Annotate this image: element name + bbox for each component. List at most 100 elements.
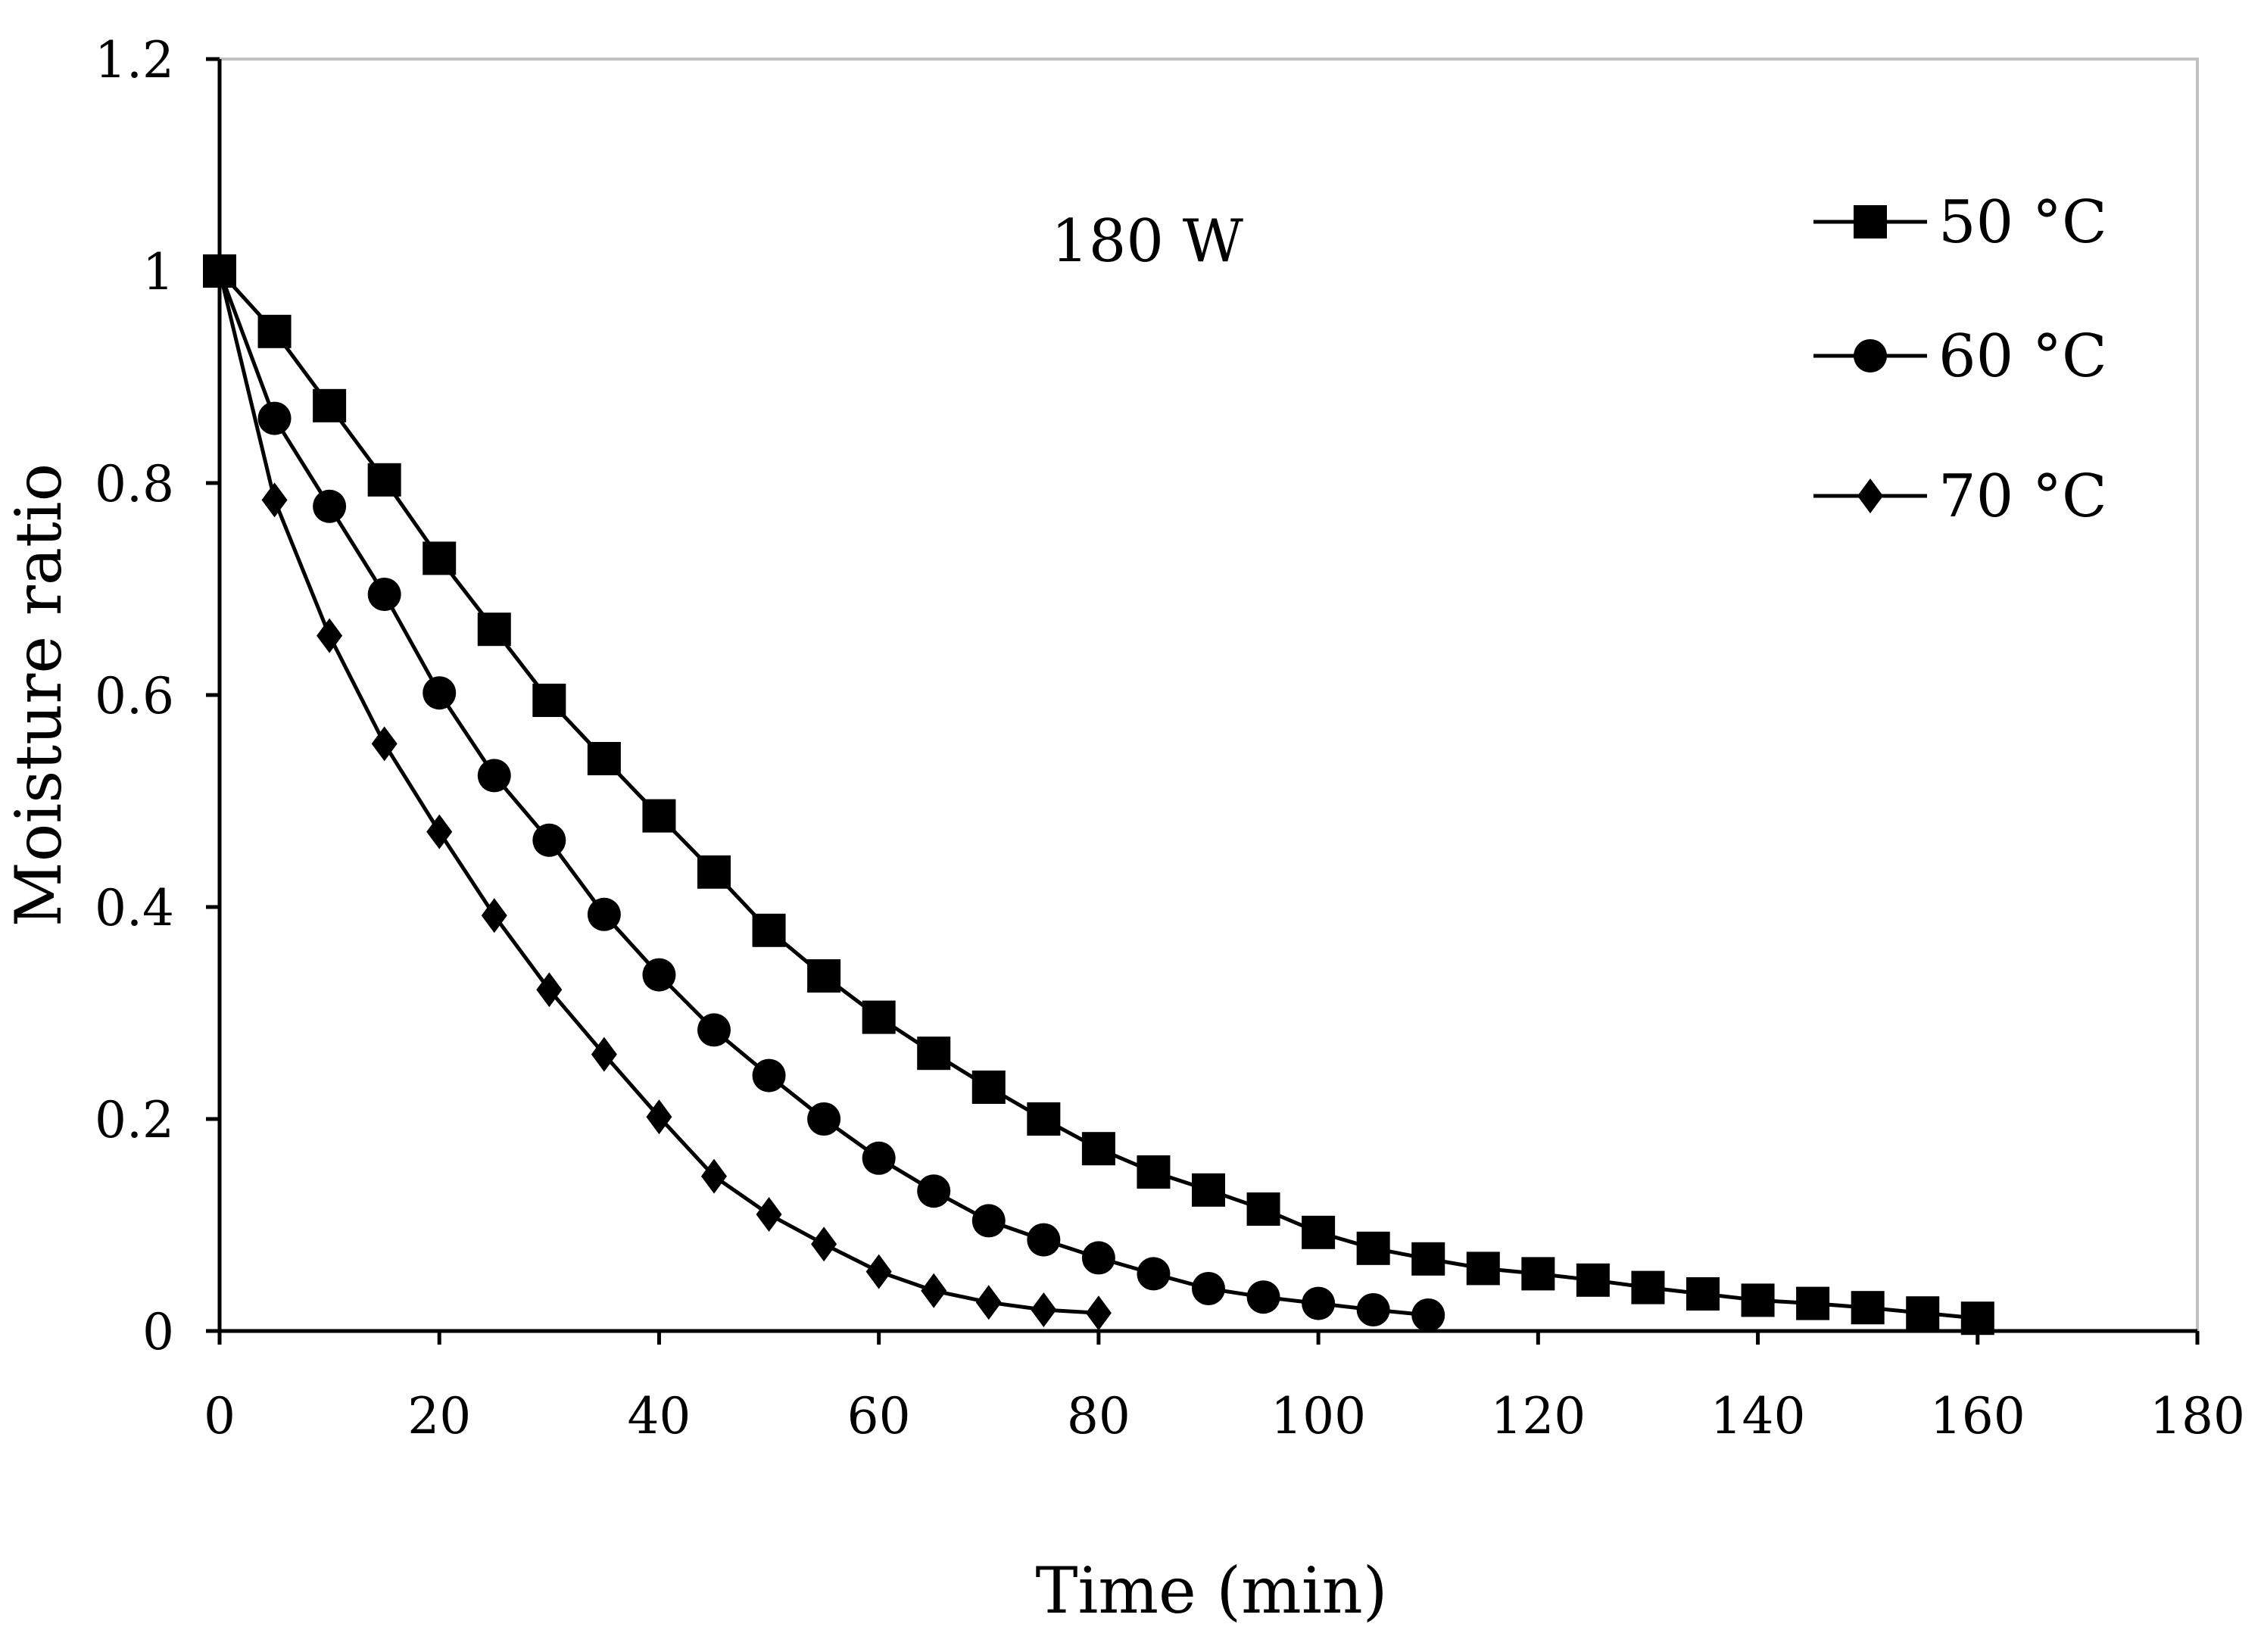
data-point-50c bbox=[752, 913, 786, 947]
data-point-60c bbox=[862, 1141, 896, 1175]
data-point-50c bbox=[313, 388, 347, 422]
data-point-70c bbox=[371, 726, 398, 762]
x-tick-label: 120 bbox=[1490, 1387, 1586, 1445]
data-point-60c bbox=[477, 759, 511, 793]
data-point-50c bbox=[1960, 1301, 1994, 1336]
data-point-70c bbox=[701, 1158, 727, 1194]
data-point-70c bbox=[317, 618, 343, 653]
data-point-50c bbox=[642, 799, 676, 833]
y-tick-label: 0 bbox=[142, 1303, 174, 1361]
data-point-50c bbox=[1741, 1283, 1775, 1317]
data-point-50c bbox=[1686, 1277, 1720, 1311]
data-point-70c bbox=[207, 254, 232, 288]
legend-marker bbox=[1857, 478, 1883, 513]
data-point-50c bbox=[1521, 1257, 1555, 1291]
data-point-60c bbox=[587, 897, 621, 931]
x-tick-label: 180 bbox=[2150, 1387, 2245, 1445]
data-point-50c bbox=[1466, 1251, 1500, 1286]
data-point-60c bbox=[367, 578, 401, 611]
data-point-70c bbox=[865, 1254, 892, 1289]
data-point-70c bbox=[756, 1197, 782, 1232]
series-70c bbox=[207, 254, 1112, 1331]
data-point-60c bbox=[1027, 1223, 1061, 1257]
data-point-70c bbox=[646, 1099, 672, 1135]
data-point-60c bbox=[1246, 1280, 1280, 1314]
data-point-70c bbox=[811, 1227, 837, 1262]
data-point-60c bbox=[313, 489, 347, 523]
y-tick-label: 1.2 bbox=[95, 31, 174, 89]
data-point-70c bbox=[426, 814, 453, 849]
x-tick-label: 80 bbox=[1067, 1387, 1130, 1445]
y-tick-label: 0.2 bbox=[95, 1091, 174, 1149]
data-point-50c bbox=[807, 959, 841, 993]
data-point-70c bbox=[591, 1036, 617, 1072]
data-point-50c bbox=[257, 314, 292, 348]
data-point-50c bbox=[1081, 1132, 1115, 1166]
x-tick-label: 140 bbox=[1710, 1387, 1806, 1445]
series-50c bbox=[203, 254, 1994, 1336]
series-line-60c bbox=[217, 270, 1429, 1317]
data-point-50c bbox=[862, 1000, 896, 1034]
legend-item-50c: 50 °C bbox=[1813, 189, 2107, 257]
data-point-50c bbox=[1851, 1291, 1885, 1325]
legend-marker bbox=[1854, 205, 1887, 238]
data-point-50c bbox=[1411, 1242, 1445, 1276]
x-tick-label: 40 bbox=[627, 1387, 691, 1445]
data-point-60c bbox=[971, 1204, 1006, 1238]
data-point-50c bbox=[917, 1036, 951, 1071]
x-tick-label: 100 bbox=[1271, 1387, 1366, 1445]
y-tick-label: 0.4 bbox=[95, 879, 174, 937]
data-point-50c bbox=[1631, 1270, 1665, 1304]
data-point-70c bbox=[536, 972, 563, 1008]
axes: 0 0.2 0.4 0.6 0.8 1 1.2 0 20 40 60 80 100 120 140 160 18… bbox=[95, 31, 2245, 1445]
data-point-50c bbox=[1246, 1192, 1280, 1226]
data-point-50c bbox=[971, 1071, 1006, 1104]
data-point-50c bbox=[1356, 1231, 1390, 1265]
data-point-60c bbox=[1081, 1241, 1115, 1275]
data-point-50c bbox=[1027, 1102, 1061, 1136]
data-point-50c bbox=[423, 541, 457, 575]
data-point-50c bbox=[697, 855, 731, 889]
x-tick-label: 20 bbox=[407, 1387, 471, 1445]
legend-item-60c: 60 °C bbox=[1813, 323, 2107, 391]
data-point-60c bbox=[642, 958, 676, 992]
data-point-60c bbox=[697, 1013, 731, 1047]
legend: 50 °C 60 °C 70 °C bbox=[1813, 189, 2107, 531]
x-tick-label: 160 bbox=[1930, 1387, 2025, 1445]
data-point-70c bbox=[921, 1273, 947, 1308]
legend-item-70c: 70 °C bbox=[1813, 463, 2107, 531]
data-point-50c bbox=[477, 612, 511, 647]
data-point-50c bbox=[1137, 1155, 1171, 1189]
legend-label: 70 °C bbox=[1938, 463, 2107, 531]
data-point-60c bbox=[917, 1174, 951, 1208]
data-point-70c bbox=[481, 898, 507, 934]
data-point-70c bbox=[1085, 1295, 1112, 1331]
data-point-50c bbox=[1796, 1286, 1830, 1320]
legend-label: 60 °C bbox=[1938, 323, 2107, 391]
data-point-50c bbox=[1192, 1173, 1225, 1207]
series-layer bbox=[203, 254, 1994, 1336]
y-tick-label: 0.6 bbox=[95, 667, 174, 725]
data-point-60c bbox=[423, 676, 457, 710]
x-tick-label: 60 bbox=[847, 1387, 911, 1445]
series-60c bbox=[203, 254, 1445, 1332]
data-point-50c bbox=[367, 463, 401, 497]
data-point-60c bbox=[752, 1058, 786, 1093]
data-point-50c bbox=[1906, 1296, 1940, 1330]
data-point-70c bbox=[975, 1285, 1002, 1320]
x-axis-title: Time (min) bbox=[1035, 1554, 1387, 1628]
data-point-50c bbox=[532, 684, 566, 717]
y-tick-label: 1 bbox=[142, 243, 174, 301]
data-point-70c bbox=[1031, 1292, 1057, 1327]
data-point-70c bbox=[261, 482, 288, 518]
y-axis-title: Moisture ratio bbox=[2, 463, 76, 927]
data-point-60c bbox=[1192, 1272, 1225, 1305]
legend-label: 50 °C bbox=[1938, 189, 2107, 257]
data-point-60c bbox=[1137, 1257, 1171, 1291]
data-point-60c bbox=[807, 1102, 841, 1136]
data-point-50c bbox=[1576, 1263, 1610, 1297]
data-point-60c bbox=[532, 823, 566, 857]
data-point-50c bbox=[1302, 1215, 1336, 1249]
annotation-label: 180 W bbox=[1051, 207, 1243, 276]
